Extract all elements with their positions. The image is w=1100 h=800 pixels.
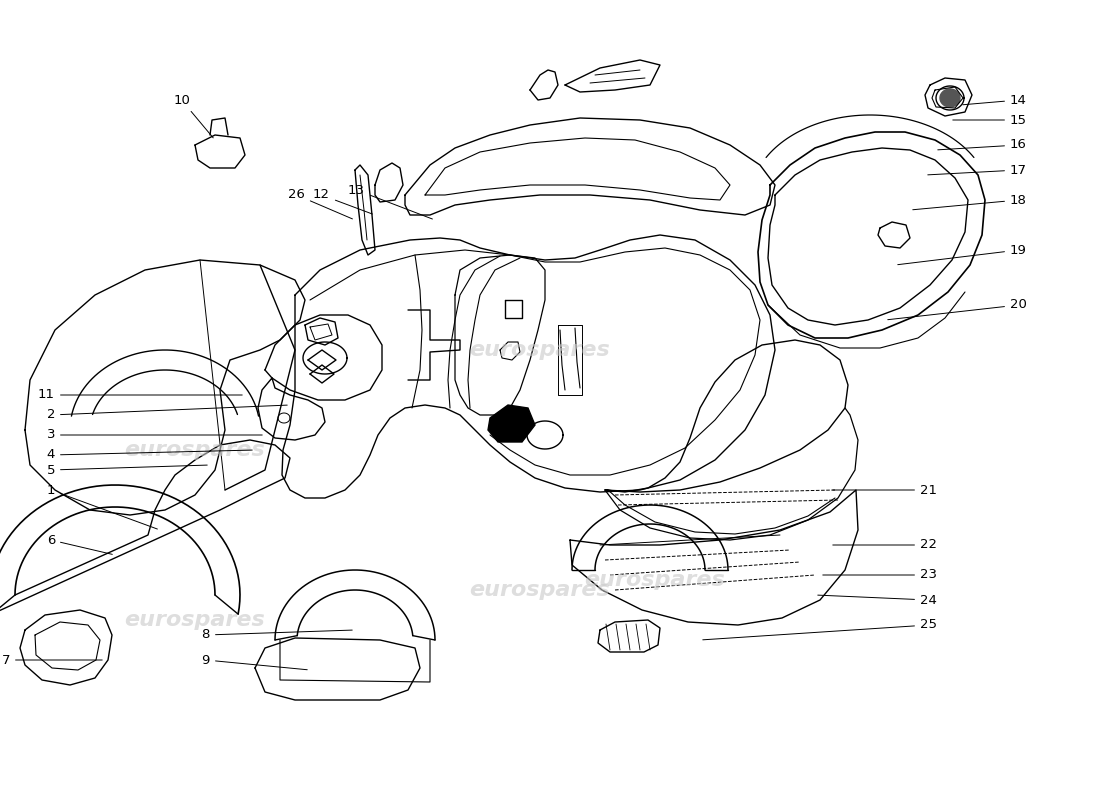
Text: eurospares: eurospares [584,570,725,590]
Text: 2: 2 [46,405,287,422]
Text: eurospares: eurospares [470,580,610,600]
Text: 26: 26 [288,189,352,219]
Polygon shape [940,89,960,107]
Text: 12: 12 [314,189,373,214]
Text: 4: 4 [46,449,252,462]
Text: 14: 14 [962,94,1027,106]
Text: 18: 18 [913,194,1027,210]
Text: 15: 15 [953,114,1027,126]
Text: 20: 20 [888,298,1027,320]
Polygon shape [488,405,535,442]
Text: 19: 19 [898,243,1027,265]
Text: 10: 10 [173,94,213,138]
Text: 16: 16 [938,138,1027,151]
Text: 17: 17 [927,163,1027,177]
Text: 8: 8 [201,629,352,642]
Text: 22: 22 [833,538,937,551]
Text: 21: 21 [833,483,937,497]
Text: 23: 23 [823,569,937,582]
Text: 25: 25 [703,618,937,640]
Text: 13: 13 [348,183,432,219]
Text: 11: 11 [39,389,242,402]
Text: 5: 5 [46,463,207,477]
Text: 7: 7 [1,654,102,666]
Text: 9: 9 [201,654,307,670]
Text: 6: 6 [46,534,112,554]
Text: eurospares: eurospares [124,610,265,630]
Text: eurospares: eurospares [470,340,610,360]
Text: eurospares: eurospares [124,440,265,460]
Text: 24: 24 [817,594,937,606]
Text: 3: 3 [46,429,262,442]
Text: 1: 1 [46,483,157,529]
